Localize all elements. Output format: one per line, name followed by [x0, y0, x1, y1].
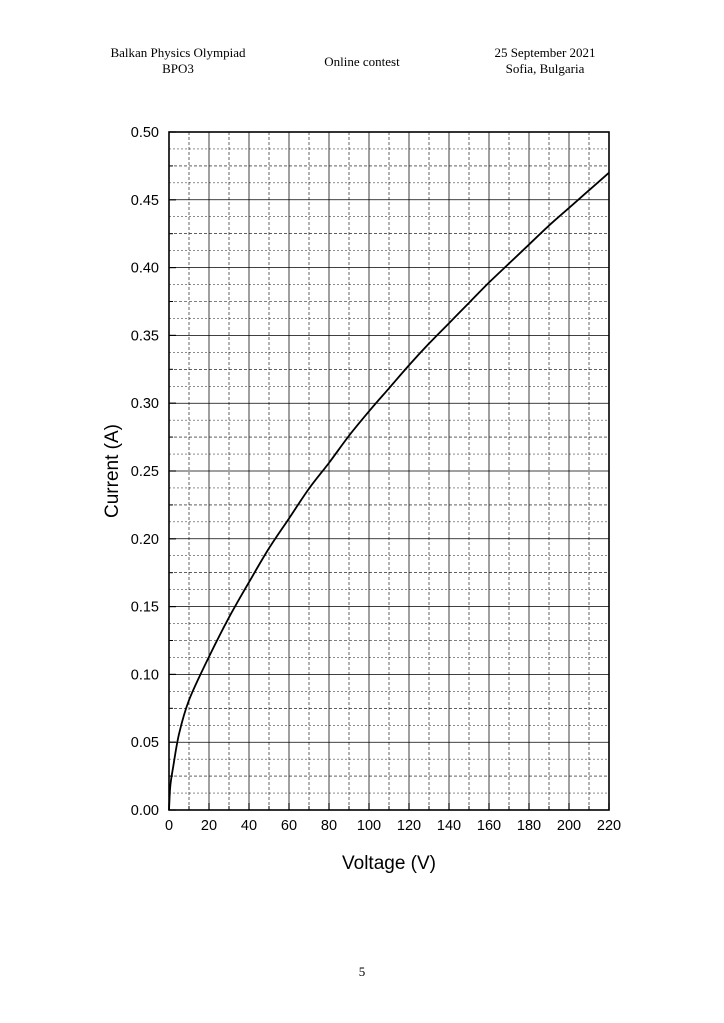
header-location: Sofia, Bulgaria [505, 61, 585, 76]
x-axis-title: Voltage (V) [342, 853, 436, 874]
x-tick-label: 200 [557, 818, 581, 834]
x-tick-labels: 0 20 40 60 80 100 120 140 160 180 200 220 [165, 818, 621, 834]
x-tick-label: 100 [357, 818, 381, 834]
y-tick-label: 0.45 [131, 193, 159, 209]
y-tick-label: 0.40 [131, 261, 159, 277]
header-olympiad-name: Balkan Physics Olympiad [110, 45, 246, 60]
y-tick-label: 0.00 [131, 803, 159, 819]
y-tick-label: 0.25 [131, 464, 159, 480]
x-tick-label: 180 [517, 818, 541, 834]
header-left: Balkan Physics Olympiad BPO3 [92, 45, 264, 77]
series-line-current [168, 172, 610, 811]
y-tick-labels: 0.00 0.05 0.10 0.15 0.20 0.25 0.30 0.35 0.40 0.45… [131, 125, 159, 819]
page-number: 5 [358, 964, 366, 979]
y-tick-label: 0.30 [131, 396, 159, 412]
x-tick-label: 40 [241, 818, 257, 834]
y-tick-label: 0.20 [131, 532, 159, 548]
header-contest-type: Online contest [324, 54, 400, 69]
y-axis-title: Current (A) [102, 424, 123, 518]
x-tick-label: 120 [397, 818, 421, 834]
x-tick-label: 60 [281, 818, 297, 834]
y-tick-label: 0.15 [131, 600, 159, 616]
header-center: Online contest [300, 54, 424, 70]
x-tick-label: 220 [597, 818, 621, 834]
x-tick-label: 20 [201, 818, 217, 834]
y-tick-label: 0.10 [131, 667, 159, 683]
x-tick-label: 0 [165, 818, 173, 834]
y-tick-label: 0.35 [131, 328, 159, 344]
minor-grid [169, 132, 609, 810]
x-tick-label: 80 [321, 818, 337, 834]
plot-frame [168, 131, 610, 811]
x-tick-label: 160 [477, 818, 501, 834]
header-right: 25 September 2021 Sofia, Bulgaria [470, 45, 620, 77]
y-tick-label: 0.05 [131, 735, 159, 751]
header-date: 25 September 2021 [494, 45, 596, 60]
x-tick-label: 140 [437, 818, 461, 834]
header-olympiad-code: BPO3 [162, 61, 194, 76]
major-grid [169, 132, 609, 810]
y-tick-label: 0.50 [131, 125, 159, 141]
